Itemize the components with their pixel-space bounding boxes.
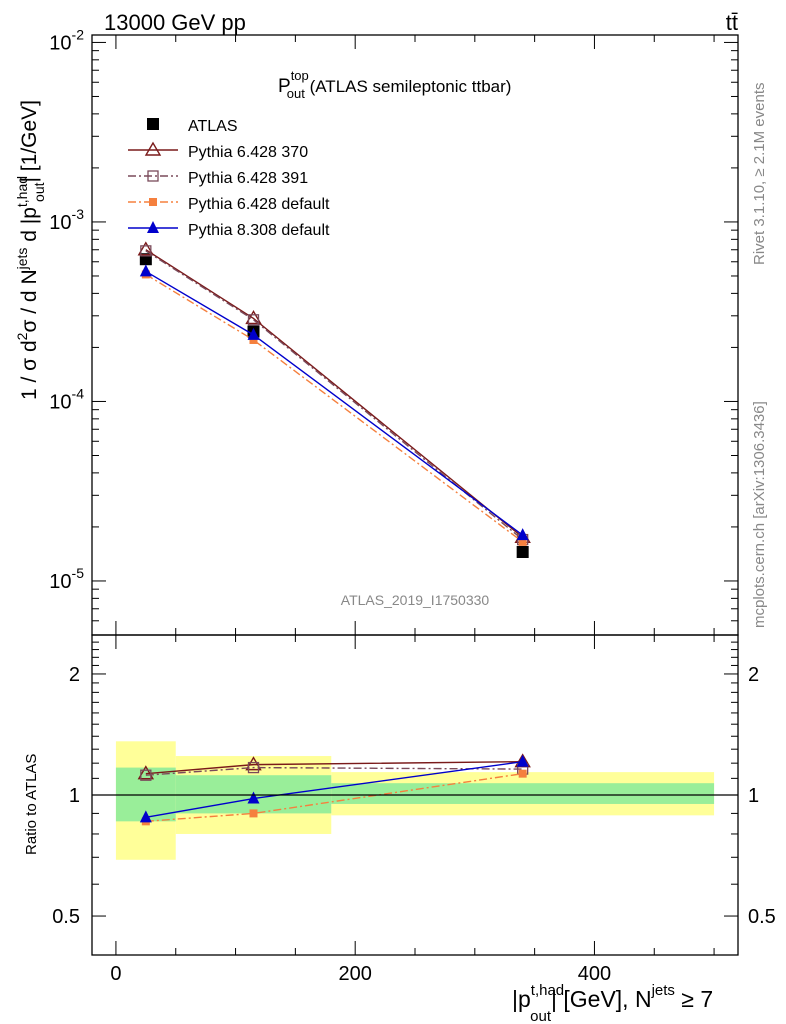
x-axis-label: |pt,had out| [GeV], Njets ≥ 7 (512, 982, 713, 1024)
legend-marker-py6_default (149, 198, 157, 206)
ratio-point-py6_391 (247, 761, 260, 774)
x-tick-label: 200 (338, 963, 371, 985)
legend-marker-py6_391 (147, 170, 159, 182)
series-line-py8_default (145, 270, 524, 536)
legend: ATLAS Pythia 6.428 370 Pythia 6.428 391 Pyt… (128, 118, 330, 239)
series-line-py6_370 (145, 249, 524, 538)
x-tick-label: 0 (110, 963, 121, 985)
ratio-y-tick-label-left: 0.5 (52, 906, 80, 928)
data-point-py6_391 (247, 314, 260, 326)
data-point-py6_370 (137, 241, 155, 256)
ratio-point-py6_default (249, 809, 258, 818)
ratio-point-py6_default (518, 769, 527, 778)
analysis-id: ATLAS_2019_I1750330 (341, 592, 490, 608)
ratio-point-py6_370 (137, 765, 155, 780)
ratio-line-py6_370 (145, 761, 523, 775)
ratio-y-tick-label-right: 2 (748, 664, 759, 686)
data-point-py6_391 (140, 245, 152, 257)
main-y-tick-label: 10-4 (49, 385, 84, 413)
legend-marker-py6_370 (144, 141, 162, 156)
data-point-py6_default (518, 537, 527, 546)
ratio-uncertainty-bands (115, 741, 715, 860)
ratio-line-py6_391 (145, 766, 523, 776)
ratio-y-tick-label-left: 2 (69, 664, 80, 686)
ratio-y-tick-label-right: 1 (748, 785, 759, 807)
ratio-y-tick-label-right: 0.5 (748, 906, 776, 928)
data-point-py8_default (247, 327, 260, 340)
main-plot-series (137, 241, 531, 558)
process-label: tt̄ (726, 10, 738, 35)
mcplots-label: mcplots.cern.ch [arXiv:1306.3436] (751, 401, 768, 628)
ratio-point-py6_391 (140, 769, 152, 781)
data-point-py6_default (249, 335, 258, 344)
ratio-point-py8_default (139, 810, 152, 823)
axes: 0 200 400 10-5 10-4 10-3 10-2 0.5 0.5 1 1 2 2 (49, 26, 776, 985)
chart-title: Ptop out (ATLAS semileptonic ttbar) (278, 68, 511, 101)
legend-label-atlas: ATLAS (188, 118, 238, 135)
data-point-py8_default (516, 528, 529, 541)
series-line-py6_default (145, 273, 524, 543)
ratio-point-py6_370 (245, 756, 262, 771)
energy-label: 13000 GeV pp (104, 10, 246, 35)
legend-marker-py8_default (147, 221, 159, 233)
y-axis-label-ratio: Ratio to ATLAS (23, 754, 40, 855)
main-y-tick-label: 10-2 (49, 26, 84, 54)
legend-label-py8_default: Pythia 8.308 default (188, 222, 330, 239)
x-tick-label: 400 (578, 963, 611, 985)
rivet-label: Rivet 3.1.10, ≥ 2.1M events (751, 83, 768, 266)
legend-label-py6_default: Pythia 6.428 default (188, 196, 330, 213)
main-y-tick-label: 10-5 (49, 565, 84, 593)
ratio-point-py8_default (247, 791, 260, 804)
data-point-atlas (516, 545, 529, 558)
ratio-plot-series (137, 753, 531, 826)
ratio-point-py8_default (516, 754, 529, 767)
legend-marker-atlas (147, 118, 159, 130)
ratio-y-tick-label-left: 1 (69, 785, 80, 807)
legend-label-py6_391: Pythia 6.428 391 (188, 170, 308, 187)
data-point-py8_default (139, 264, 152, 277)
series-line-py6_391 (145, 250, 524, 541)
legend-label-py6_370: Pythia 6.428 370 (188, 144, 308, 161)
y-axis-label-main: 1 / σ d2σ / d Njets d |pt,hadout| [1/GeV… (14, 100, 47, 400)
main-y-tick-label: 10-3 (49, 206, 84, 234)
